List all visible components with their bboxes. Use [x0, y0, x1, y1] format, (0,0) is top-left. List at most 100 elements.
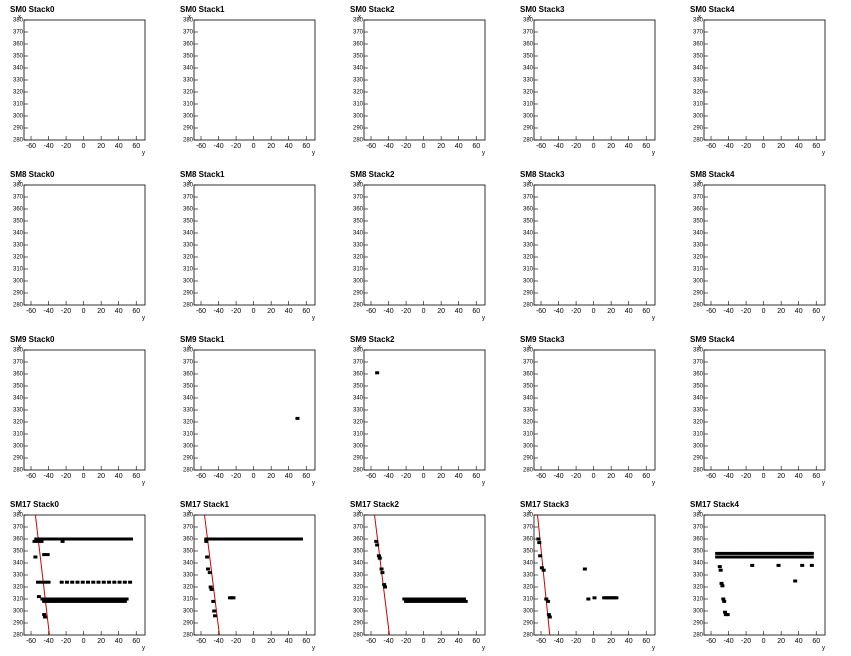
x-tick-label: 60: [472, 308, 480, 315]
point: [96, 580, 101, 584]
y-tick-label: 330: [183, 78, 194, 84]
y-tick-label: 300: [353, 279, 364, 285]
x-axis-title: y: [312, 646, 315, 652]
point: [75, 597, 80, 601]
point: [101, 599, 106, 603]
y-tick-label: 370: [183, 195, 194, 201]
panel-title: SM17 Stack1: [180, 500, 229, 509]
point: [432, 599, 437, 603]
point: [757, 551, 762, 555]
x-tick-label: 0: [252, 638, 256, 645]
point: [70, 580, 75, 584]
x-tick-label: -60: [196, 473, 206, 480]
point: [76, 537, 81, 541]
y-tick-label: 330: [693, 243, 704, 249]
point: [32, 539, 37, 543]
x-tick-label: -40: [43, 143, 53, 150]
point: [48, 537, 53, 541]
x-axis-title: y: [652, 481, 655, 487]
point: [277, 537, 282, 541]
point: [746, 551, 751, 555]
point: [218, 537, 223, 541]
point: [107, 537, 112, 541]
point: [128, 580, 133, 584]
y-tick-label: 280: [13, 303, 24, 309]
point: [43, 597, 48, 601]
point: [107, 580, 112, 584]
x-tick-label: 0: [82, 308, 86, 315]
point: [377, 556, 382, 560]
point: [375, 543, 380, 547]
point: [722, 555, 727, 559]
y-tick-label: 330: [13, 78, 24, 84]
point: [538, 554, 543, 558]
x-axis-title: y: [652, 316, 655, 322]
point: [64, 597, 69, 601]
y-tick-label: 310: [353, 432, 364, 438]
x-tick-label: 20: [437, 473, 445, 480]
y-tick-label: 350: [353, 54, 364, 60]
point: [111, 537, 116, 541]
x-tick-label: 60: [302, 143, 310, 150]
point: [402, 597, 407, 601]
y-tick-label: 280: [183, 468, 194, 474]
y-tick-label: 280: [183, 303, 194, 309]
x-tick-label: -20: [741, 473, 751, 480]
x-tick-label: 20: [437, 638, 445, 645]
y-tick-label: 280: [693, 138, 704, 144]
panel-title: SM17 Stack3: [520, 500, 569, 509]
y-tick-label: 340: [353, 66, 364, 72]
point: [582, 567, 587, 571]
point: [778, 551, 783, 555]
panel-title: SM9 Stack0: [10, 335, 55, 344]
y-tick-label: 300: [693, 609, 704, 615]
x-axis-title: y: [822, 481, 825, 487]
y-tick-label: 360: [693, 537, 704, 543]
point: [100, 537, 105, 541]
x-tick-label: -20: [231, 638, 241, 645]
point: [715, 555, 720, 559]
point: [753, 555, 758, 559]
y-tick-label: 290: [693, 291, 704, 297]
point: [411, 599, 416, 603]
point: [73, 599, 78, 603]
point: [454, 597, 459, 601]
point: [719, 581, 724, 585]
point: [586, 597, 591, 601]
y-axis-title: x: [358, 345, 361, 351]
y-tick-label: 340: [183, 231, 194, 237]
point: [453, 599, 458, 603]
point: [110, 597, 115, 601]
y-tick-label: 300: [13, 279, 24, 285]
y-tick-label: 300: [353, 444, 364, 450]
x-tick-label: 20: [97, 143, 105, 150]
x-tick-label: 40: [625, 143, 633, 150]
plot-frame: [193, 349, 316, 471]
x-tick-label: -20: [571, 473, 581, 480]
x-tick-label: 40: [285, 638, 293, 645]
y-tick-label: 330: [353, 573, 364, 579]
plot-frame: [363, 19, 486, 141]
x-tick-label: -20: [231, 143, 241, 150]
y-tick-label: 380: [523, 183, 534, 189]
point: [68, 597, 73, 601]
x-axis-title: y: [142, 151, 145, 157]
y-tick-label: 300: [183, 609, 194, 615]
y-tick-label: 290: [693, 621, 704, 627]
y-tick-label: 350: [523, 219, 534, 225]
point: [242, 537, 247, 541]
y-tick-label: 310: [693, 267, 704, 273]
y-tick-label: 280: [523, 468, 534, 474]
point: [444, 597, 449, 601]
x-tick-label: -60: [196, 308, 206, 315]
point: [743, 555, 748, 559]
point: [39, 539, 44, 543]
y-tick-label: 360: [353, 42, 364, 48]
x-tick-label: -40: [383, 308, 393, 315]
point: [45, 599, 50, 603]
y-tick-label: 310: [13, 432, 24, 438]
y-tick-label: 380: [183, 348, 194, 354]
y-tick-label: 280: [523, 633, 534, 639]
x-tick-label: 20: [267, 143, 275, 150]
y-tick-label: 350: [183, 219, 194, 225]
